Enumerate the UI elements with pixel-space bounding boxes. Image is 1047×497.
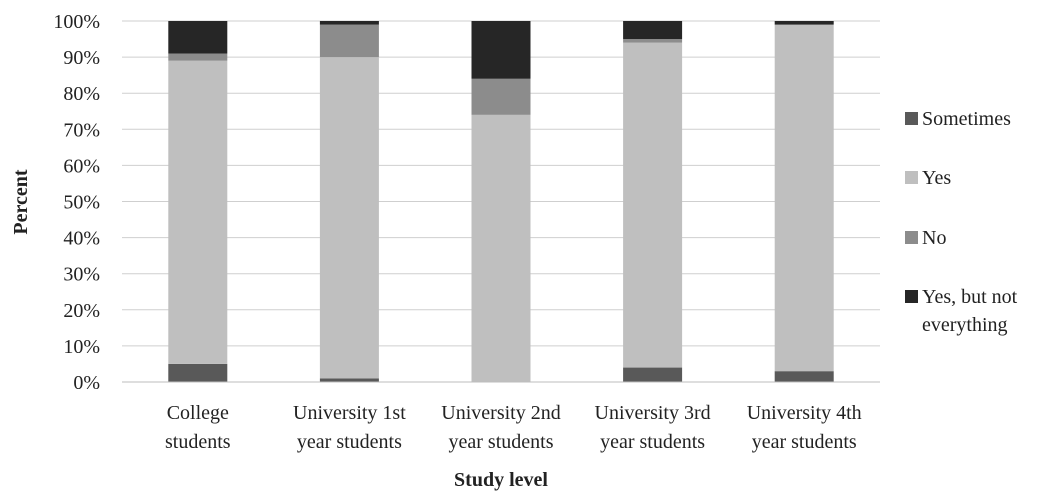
y-axis-title: Percent bbox=[10, 169, 32, 234]
legend-label: everything bbox=[922, 314, 1008, 336]
x-category-label: year students bbox=[449, 431, 554, 453]
x-category-label: year students bbox=[297, 431, 402, 453]
bar-segment-no bbox=[319, 24, 379, 58]
legend-swatch bbox=[905, 112, 918, 125]
bar-segment-sometimes bbox=[774, 371, 834, 382]
y-tick-label: 70% bbox=[63, 119, 100, 141]
x-category-label: College bbox=[167, 402, 229, 424]
bar-segment-yes bbox=[774, 24, 834, 372]
bar-segment-no bbox=[168, 53, 228, 61]
x-category-label: University 2nd bbox=[441, 402, 560, 424]
y-tick-label: 60% bbox=[63, 155, 100, 177]
bar-segment-yes bbox=[623, 42, 683, 368]
bar-segment-no bbox=[623, 39, 683, 43]
x-category-labels: College students University 1st year studen… bbox=[165, 402, 862, 453]
x-category-label: year students bbox=[600, 431, 705, 453]
bars bbox=[168, 21, 834, 383]
x-category-label: University 3rd bbox=[595, 402, 711, 424]
x-category-label: year students bbox=[752, 431, 857, 453]
y-tick-label: 40% bbox=[63, 228, 100, 250]
bar-segment-yes-but-not-everything bbox=[471, 21, 531, 79]
legend-swatch bbox=[905, 231, 918, 244]
bar-segment-yes-but-not-everything bbox=[319, 21, 379, 25]
bar-segment-sometimes bbox=[623, 367, 683, 382]
bar-segment-yes-but-not-everything bbox=[623, 21, 683, 40]
legend: Sometimes Yes No Yes, but not everything bbox=[905, 108, 1018, 336]
legend-label: No bbox=[922, 227, 946, 249]
y-tick-label: 0% bbox=[73, 372, 100, 394]
legend-label: Yes bbox=[922, 167, 951, 189]
bar-segment-yes bbox=[471, 114, 531, 383]
bar-segment-yes-but-not-everything bbox=[774, 21, 834, 25]
y-tick-label: 20% bbox=[63, 300, 100, 322]
x-axis-title: Study level bbox=[454, 469, 548, 491]
bar-segment-sometimes bbox=[168, 363, 228, 382]
legend-swatch bbox=[905, 290, 918, 303]
bar-segment-sometimes bbox=[319, 378, 379, 382]
y-tick-label: 80% bbox=[63, 83, 100, 105]
bar-segment-yes bbox=[168, 60, 228, 364]
legend-label: Yes, but not bbox=[922, 286, 1018, 308]
y-tick-label: 30% bbox=[63, 264, 100, 286]
y-tick-label: 10% bbox=[63, 336, 100, 358]
y-tick-label: 50% bbox=[63, 192, 100, 214]
x-category-label: students bbox=[165, 431, 231, 453]
legend-label: Sometimes bbox=[922, 108, 1011, 130]
legend-swatch bbox=[905, 171, 918, 184]
x-category-label: University 1st bbox=[293, 402, 406, 424]
bar-segment-yes-but-not-everything bbox=[168, 21, 228, 54]
y-tick-label: 90% bbox=[63, 47, 100, 69]
y-tick-label: 100% bbox=[53, 11, 100, 33]
x-category-label: University 4th bbox=[747, 402, 862, 424]
bar-segment-no bbox=[471, 78, 531, 115]
y-tick-labels: 0% 10% 20% 30% 40% 50% 60% 70% 80% 90% 100% bbox=[53, 11, 100, 394]
bar-segment-yes bbox=[319, 57, 379, 379]
